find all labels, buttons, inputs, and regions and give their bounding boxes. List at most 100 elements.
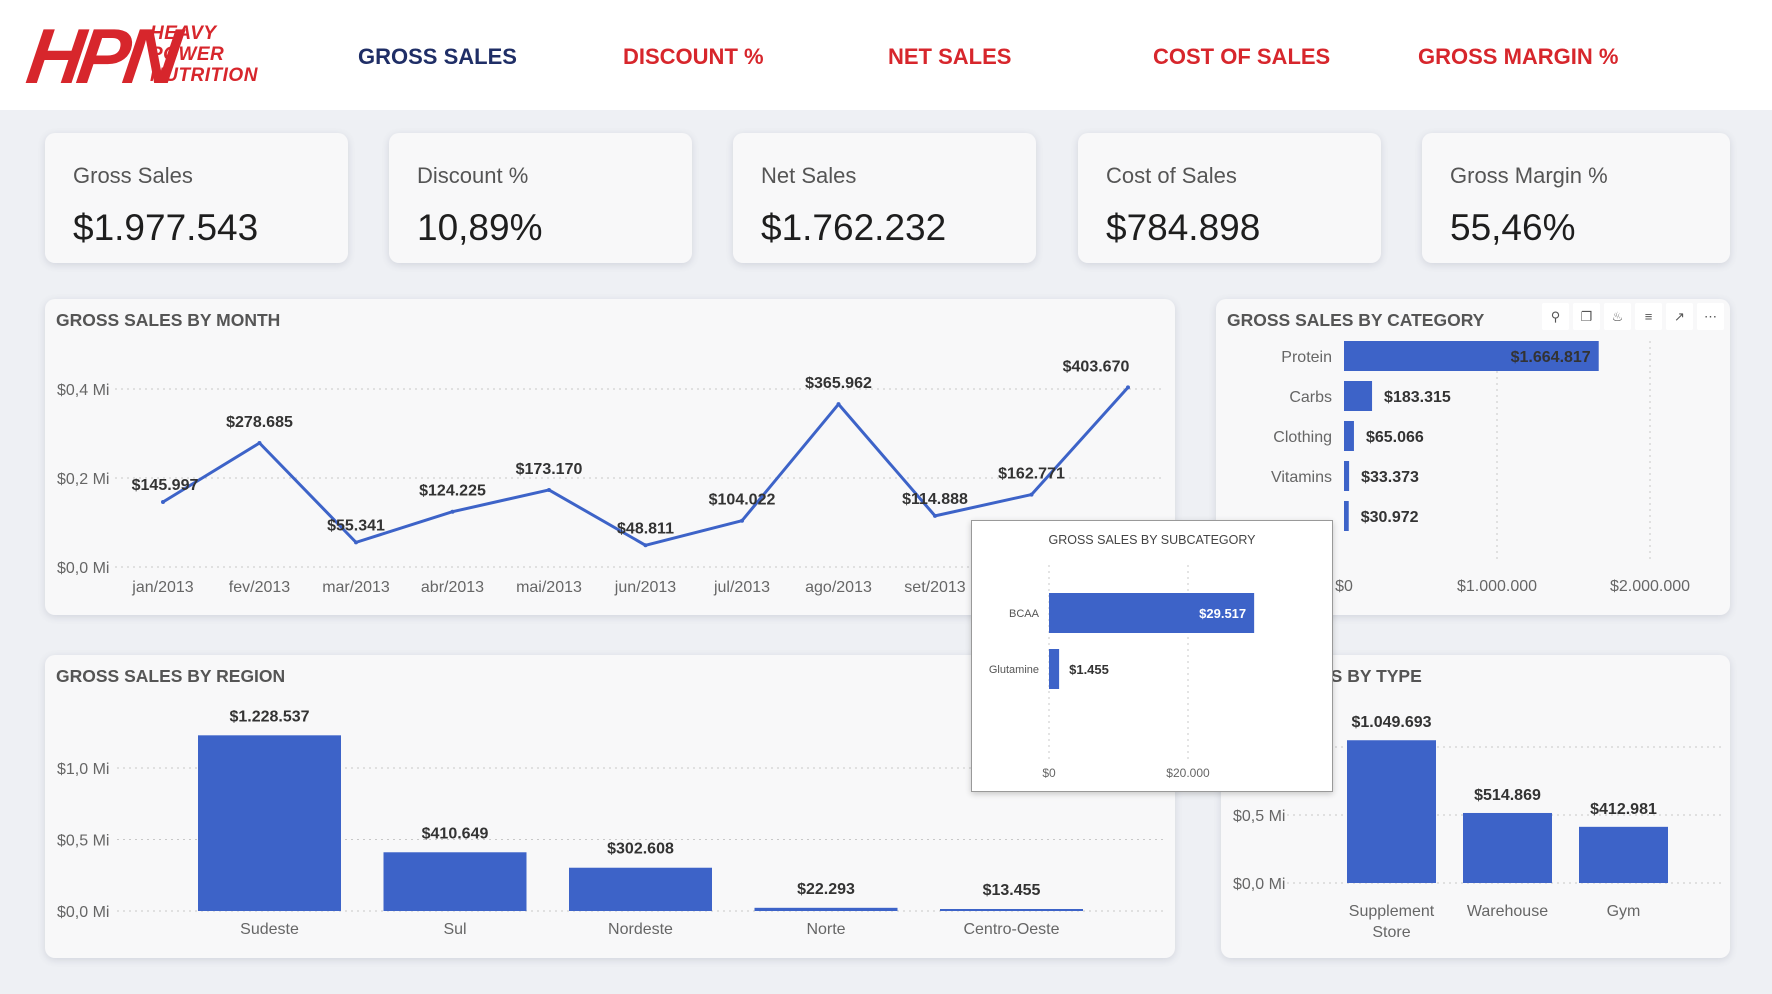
- data-label: $1.664.817: [1511, 349, 1591, 366]
- nav-gross-sales[interactable]: GROSS SALES: [358, 44, 517, 70]
- data-label: $162.771: [998, 466, 1065, 483]
- chart-subcategory: $0 $20.000 BCAA $29.517 Glutamine $1.455: [972, 521, 1332, 791]
- data-label: $13.455: [983, 882, 1041, 899]
- nav-discount-percent[interactable]: DISCOUNT %: [623, 44, 764, 70]
- category-label: BCAA: [1009, 608, 1040, 620]
- kpi-value: $784.898: [1106, 207, 1260, 249]
- data-label: $1.455: [1069, 662, 1109, 677]
- bar: [1347, 740, 1436, 883]
- nav-cost-of-sales[interactable]: COST OF SALES: [1153, 44, 1330, 70]
- x-tick-label: $20.000: [1166, 766, 1210, 780]
- nav-gross-margin-percent[interactable]: GROSS MARGIN %: [1418, 44, 1618, 70]
- kpi-card-cost-of-sales[interactable]: Cost of Sales $784.898: [1078, 133, 1381, 263]
- data-point: [740, 519, 744, 523]
- kpi-card-gross-margin-percent[interactable]: Gross Margin % 55,46%: [1422, 133, 1730, 263]
- x-tick-label: mai/2013: [516, 579, 582, 596]
- logo-line-2: POWER: [150, 45, 224, 65]
- x-tick-label: jun/2013: [614, 579, 676, 596]
- data-label: $22.293: [797, 881, 855, 898]
- bar: [1049, 649, 1059, 689]
- data-label: $514.869: [1474, 787, 1541, 804]
- logo-line-3: NUTRITION: [150, 66, 258, 86]
- data-label: $410.649: [422, 825, 489, 842]
- x-tick-label: abr/2013: [421, 579, 484, 596]
- data-label: $55.341: [327, 517, 385, 534]
- data-point: [161, 500, 165, 504]
- y-tick-label: $0,5 Mi: [1233, 808, 1285, 825]
- data-label: $1.228.537: [229, 708, 309, 725]
- kpi-value: $1.762.232: [761, 207, 946, 249]
- y-tick-label: $0,0 Mi: [1233, 876, 1285, 893]
- data-label: $183.315: [1384, 389, 1451, 406]
- data-label: $278.685: [226, 414, 293, 431]
- y-tick-label: $0,4 Mi: [57, 382, 109, 399]
- kpi-card-net-sales[interactable]: Net Sales $1.762.232: [733, 133, 1036, 263]
- y-tick-label: $0,2 Mi: [57, 471, 109, 488]
- category-label: Nordeste: [608, 921, 673, 938]
- data-point: [837, 402, 841, 406]
- data-label: $173.170: [516, 461, 583, 478]
- kpi-value: 10,89%: [417, 207, 543, 249]
- category-label: Carbs: [1289, 389, 1332, 406]
- bar: [1344, 501, 1349, 531]
- category-label: Sudeste: [240, 921, 299, 938]
- kpi-card-discount-percent[interactable]: Discount % 10,89%: [389, 133, 692, 263]
- x-tick-label: mar/2013: [322, 579, 390, 596]
- bar: [940, 909, 1083, 911]
- category-label: Clothing: [1273, 429, 1332, 446]
- top-navigation-bar: HPN HEAVY POWER NUTRITION GROSS SALES DI…: [0, 0, 1772, 110]
- category-label: Sul: [443, 921, 466, 938]
- x-tick-label: $1.000.000: [1457, 578, 1537, 595]
- y-tick-label: $1,0 Mi: [57, 761, 109, 778]
- category-label: Vitamins: [1271, 469, 1332, 486]
- kpi-label: Gross Sales: [73, 163, 193, 189]
- bar: [198, 735, 341, 911]
- bar: [1344, 381, 1372, 411]
- x-tick-label: jan/2013: [131, 579, 193, 596]
- category-label: Centro-Oeste: [963, 921, 1059, 938]
- category-label: Norte: [806, 921, 845, 938]
- brand-logo: HPN HEAVY POWER NUTRITION: [28, 22, 243, 92]
- bar: [1344, 461, 1349, 491]
- data-label: $1.049.693: [1351, 714, 1431, 731]
- nav-net-sales[interactable]: NET SALES: [888, 44, 1011, 70]
- data-label: $412.981: [1590, 801, 1657, 818]
- data-label: $104.022: [709, 492, 776, 509]
- bar: [569, 868, 712, 911]
- data-point: [1126, 385, 1130, 389]
- bar: [384, 852, 527, 911]
- y-tick-label: $0,0 Mi: [57, 904, 109, 921]
- data-point: [1030, 493, 1034, 497]
- kpi-label: Cost of Sales: [1106, 163, 1237, 189]
- data-label: $29.517: [1199, 606, 1246, 621]
- x-tick-label: $2.000.000: [1610, 578, 1690, 595]
- logo-line-1: HEAVY: [150, 24, 217, 44]
- data-label: $33.373: [1361, 469, 1419, 486]
- data-point: [547, 488, 551, 492]
- bar: [1579, 827, 1668, 883]
- data-label: $124.225: [419, 483, 486, 500]
- data-label: $403.670: [1063, 358, 1130, 375]
- data-label: $30.972: [1361, 509, 1419, 526]
- data-point: [258, 441, 262, 445]
- category-label: Protein: [1281, 349, 1332, 366]
- y-tick-label: $0,0 Mi: [57, 560, 109, 577]
- data-label: $302.608: [607, 841, 674, 858]
- data-label: $365.962: [805, 375, 872, 392]
- data-label: $65.066: [1366, 429, 1424, 446]
- tooltip-gross-sales-by-subcategory: GROSS SALES BY SUBCATEGORY $0 $20.000 BCAA…: [971, 520, 1333, 792]
- data-label: $114.888: [902, 491, 968, 508]
- category-label: Supplement: [1349, 903, 1435, 920]
- bar: [755, 908, 898, 911]
- data-point: [644, 543, 648, 547]
- bar: [1463, 813, 1552, 883]
- category-label: Store: [1372, 924, 1410, 941]
- kpi-value: 55,46%: [1450, 207, 1576, 249]
- y-tick-label: $0,5 Mi: [57, 833, 109, 850]
- data-point: [933, 514, 937, 518]
- kpi-value: $1.977.543: [73, 207, 258, 249]
- x-tick-label: set/2013: [904, 579, 965, 596]
- x-tick-label: ago/2013: [805, 579, 872, 596]
- kpi-label: Net Sales: [761, 163, 856, 189]
- kpi-card-gross-sales[interactable]: Gross Sales $1.977.543: [45, 133, 348, 263]
